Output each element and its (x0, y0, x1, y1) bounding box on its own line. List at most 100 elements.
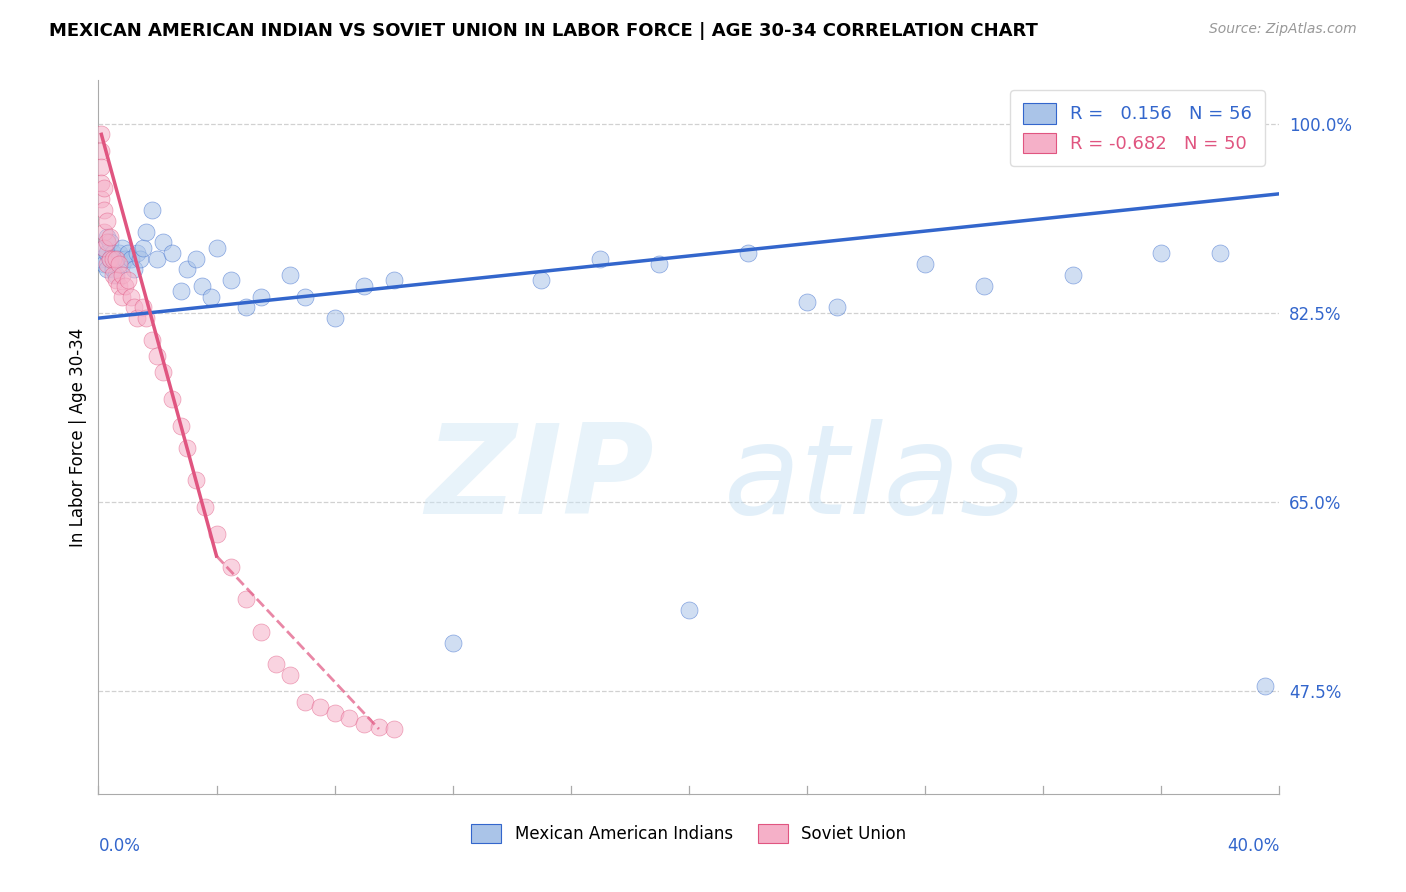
Text: atlas: atlas (724, 419, 1026, 541)
Point (135, 311, 157, 326)
Point (93, 225, 115, 239)
Point (103, 246, 125, 260)
Text: ZIP: ZIP (425, 419, 654, 541)
Text: Source: ZipAtlas.com: Source: ZipAtlas.com (1209, 22, 1357, 37)
Point (146, 349, 169, 363)
Point (280, 668, 302, 682)
Point (90, 144, 112, 158)
Point (235, 592, 257, 607)
Point (796, 294, 818, 309)
Point (90, 252, 112, 266)
Point (678, 603, 700, 617)
Point (135, 225, 157, 239)
Point (200, 289, 222, 303)
Point (294, 289, 316, 303)
Legend: Mexican American Indians, Soviet Union: Mexican American Indians, Soviet Union (465, 817, 912, 850)
Point (96, 246, 118, 260)
Point (108, 278, 131, 293)
Point (1150, 246, 1173, 260)
Point (111, 257, 134, 271)
Point (103, 252, 125, 266)
Text: 0.0%: 0.0% (98, 837, 141, 855)
Point (98, 230, 121, 244)
Point (146, 252, 169, 266)
Point (93, 202, 115, 217)
Point (93, 257, 115, 271)
Point (176, 262, 198, 277)
Point (108, 246, 131, 260)
Point (120, 289, 142, 303)
Point (914, 257, 936, 271)
Point (96, 257, 118, 271)
Point (93, 241, 115, 255)
Point (90, 192, 112, 206)
Point (111, 268, 134, 282)
Point (105, 268, 128, 282)
Point (280, 268, 302, 282)
Text: 40.0%: 40.0% (1227, 837, 1279, 855)
Point (530, 273, 553, 287)
Point (141, 202, 163, 217)
Point (152, 365, 174, 379)
Point (141, 333, 163, 347)
Point (589, 252, 612, 266)
Point (111, 289, 134, 303)
Point (1062, 268, 1084, 282)
Point (93, 181, 115, 195)
Point (737, 246, 759, 260)
Point (103, 262, 125, 277)
Point (108, 252, 131, 266)
Point (170, 419, 193, 434)
Point (125, 246, 148, 260)
Point (125, 311, 148, 326)
Point (132, 241, 155, 255)
Point (114, 278, 136, 293)
Point (294, 695, 316, 709)
Point (117, 246, 139, 260)
Point (264, 657, 287, 672)
Point (353, 278, 375, 293)
Point (648, 257, 671, 271)
Point (382, 273, 405, 287)
Point (90, 128, 112, 142)
Point (105, 273, 128, 287)
Point (111, 241, 134, 255)
Point (250, 289, 273, 303)
Point (98, 252, 121, 266)
Point (973, 278, 995, 293)
Point (191, 278, 214, 293)
Point (117, 273, 139, 287)
Y-axis label: In Labor Force | Age 30-34: In Labor Force | Age 30-34 (69, 327, 87, 547)
Point (441, 635, 464, 649)
Point (122, 301, 145, 315)
Point (382, 722, 405, 736)
Point (309, 700, 332, 714)
Point (353, 716, 375, 731)
Point (323, 311, 346, 326)
Point (132, 301, 155, 315)
Point (184, 473, 207, 487)
Point (250, 624, 273, 639)
Point (825, 301, 848, 315)
Text: MEXICAN AMERICAN INDIAN VS SOVIET UNION IN LABOR FORCE | AGE 30-34 CORRELATION C: MEXICAN AMERICAN INDIAN VS SOVIET UNION … (49, 22, 1038, 40)
Point (1254, 679, 1277, 693)
Point (162, 246, 183, 260)
Point (105, 252, 128, 266)
Point (1209, 246, 1232, 260)
Point (205, 527, 228, 541)
Point (96, 230, 118, 244)
Point (90, 176, 112, 190)
Point (96, 262, 118, 277)
Point (368, 720, 391, 734)
Point (93, 241, 115, 255)
Point (108, 257, 131, 271)
Point (114, 252, 136, 266)
Point (96, 235, 118, 250)
Point (221, 559, 243, 574)
Point (323, 706, 346, 720)
Point (176, 441, 198, 455)
Point (339, 711, 361, 725)
Point (120, 252, 142, 266)
Point (194, 500, 217, 515)
Point (98, 252, 121, 266)
